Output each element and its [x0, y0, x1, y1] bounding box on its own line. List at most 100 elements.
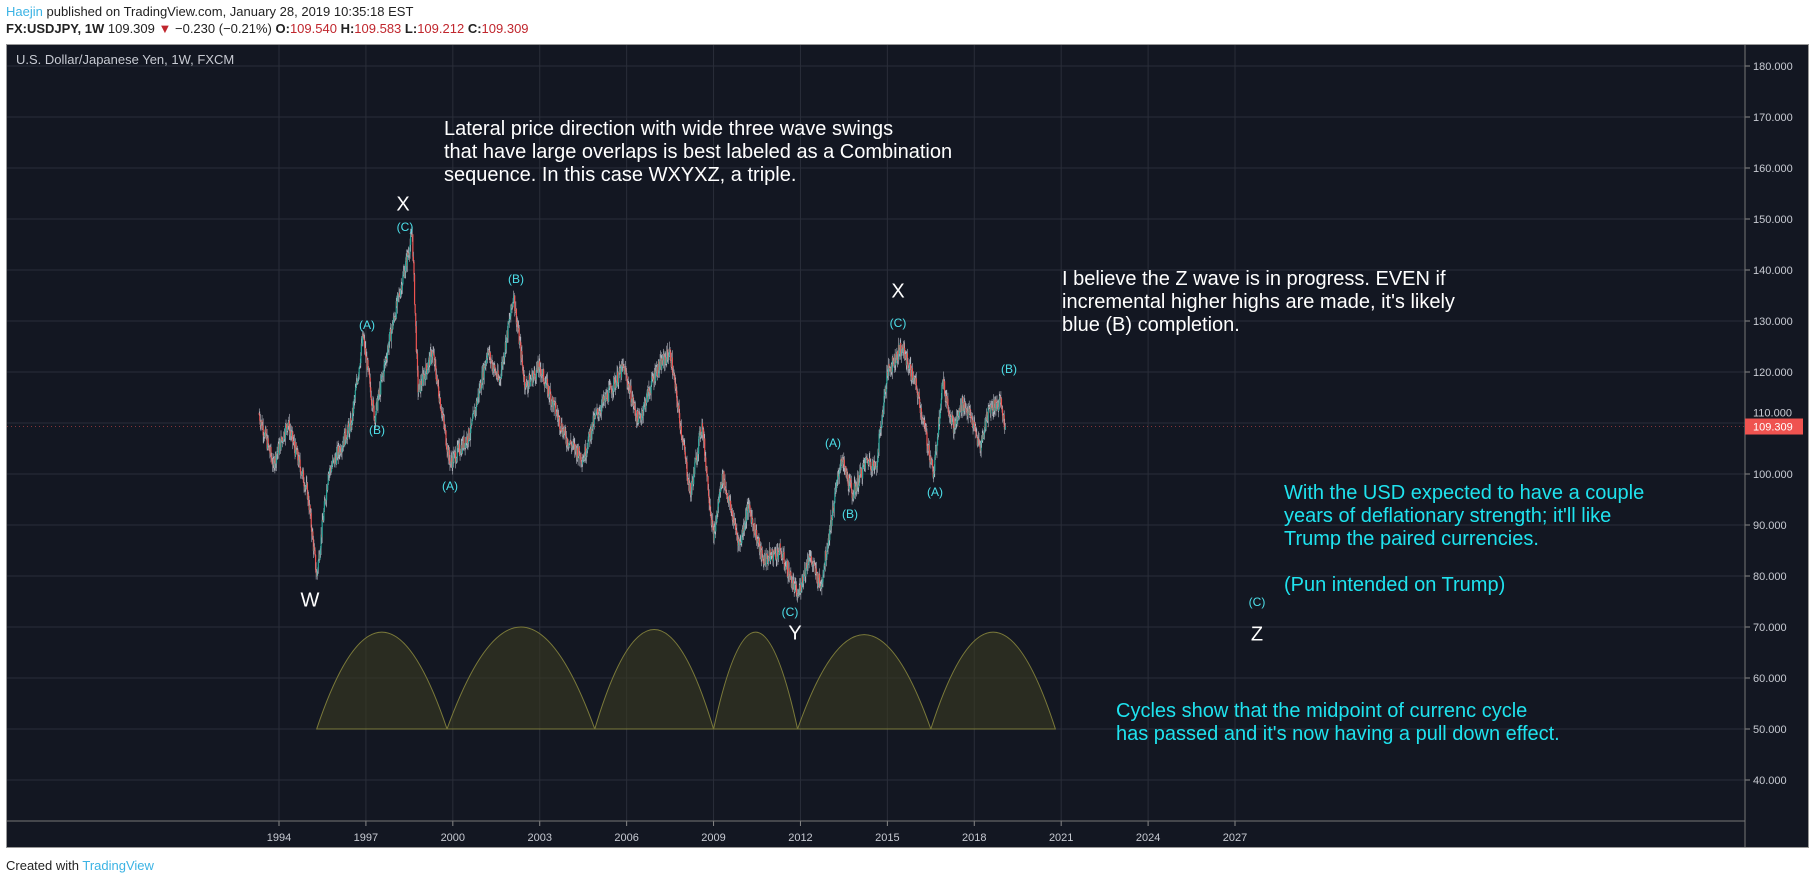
candle	[833, 502, 835, 512]
candle	[414, 304, 416, 314]
tradingview-logo[interactable]: TradingView	[82, 858, 154, 873]
candle	[396, 295, 398, 307]
candle	[425, 364, 427, 380]
candle	[860, 468, 863, 478]
candle	[821, 581, 824, 585]
candle	[386, 351, 389, 360]
candle	[293, 440, 296, 448]
y-tick-label: 150.000	[1753, 214, 1793, 226]
candle	[666, 349, 668, 364]
candle	[797, 593, 799, 597]
candle	[896, 351, 898, 361]
candle	[826, 548, 829, 551]
candle	[565, 433, 567, 439]
candle	[466, 436, 468, 444]
candle	[790, 571, 792, 577]
candle	[825, 551, 827, 561]
candle	[633, 405, 635, 407]
candle	[412, 234, 414, 257]
author-link[interactable]: Haejin	[6, 4, 43, 19]
candle	[960, 404, 962, 413]
candle	[744, 523, 746, 528]
subwave-label: (A)	[825, 436, 841, 450]
candle	[639, 414, 642, 419]
candle	[731, 510, 733, 512]
candle	[634, 408, 637, 416]
candle	[432, 351, 434, 353]
candle	[690, 487, 693, 496]
candle	[930, 456, 932, 464]
candle	[456, 445, 458, 458]
candle	[509, 316, 511, 320]
candle	[630, 385, 632, 403]
y-tick-label: 40.000	[1753, 775, 1787, 787]
candle	[526, 381, 528, 387]
cycle-arc	[712, 631, 799, 730]
candle	[606, 392, 609, 401]
candle	[858, 475, 860, 485]
x-tick-label: 2003	[527, 832, 551, 844]
candle	[780, 550, 782, 553]
candle	[329, 467, 331, 473]
candle	[339, 447, 341, 454]
candle	[994, 407, 996, 411]
candle	[962, 397, 964, 403]
candle	[941, 382, 944, 386]
symbol-info: FX:USDJPY, 1W 109.309 ▼ −0.230 (−0.21%) …	[6, 21, 529, 36]
created-with: Created with	[6, 858, 79, 873]
candle	[383, 364, 385, 377]
candle	[381, 375, 383, 380]
candle	[582, 458, 584, 462]
candle	[451, 457, 453, 462]
candle	[811, 560, 813, 566]
candle	[371, 400, 373, 407]
candle	[624, 367, 626, 374]
candle	[334, 455, 336, 464]
candle	[848, 478, 850, 490]
candle	[539, 360, 541, 367]
candle	[934, 457, 936, 471]
candle	[608, 385, 610, 389]
y-tick-label: 90.000	[1753, 520, 1787, 532]
candle	[709, 505, 711, 512]
candle	[433, 354, 435, 365]
candle	[819, 574, 821, 584]
candle	[728, 496, 731, 505]
candle	[377, 390, 380, 400]
candle	[420, 380, 422, 393]
candle	[270, 447, 272, 457]
candle	[503, 357, 505, 362]
candle	[564, 427, 566, 434]
candle	[974, 421, 976, 426]
candle	[500, 378, 502, 379]
candle	[658, 367, 661, 371]
candle	[413, 274, 416, 305]
candle	[314, 554, 317, 570]
candle	[394, 317, 396, 320]
candle	[651, 376, 653, 385]
candle	[737, 538, 740, 546]
candle	[349, 422, 351, 434]
candle	[841, 460, 843, 466]
candle	[926, 445, 929, 449]
candle	[495, 373, 498, 377]
candle	[618, 373, 620, 383]
candle	[599, 410, 601, 413]
candle	[921, 417, 923, 419]
candle	[916, 390, 919, 398]
candle	[404, 271, 406, 278]
y-tick-label: 140.000	[1753, 265, 1793, 277]
candle	[837, 474, 839, 476]
candle	[634, 403, 636, 409]
candle	[408, 253, 410, 256]
candle	[857, 475, 859, 488]
subwave-label: (A)	[359, 318, 375, 332]
candle	[459, 454, 461, 455]
candle	[509, 319, 511, 320]
candle	[669, 349, 671, 352]
candle	[936, 436, 939, 446]
candle	[975, 431, 977, 436]
candle	[730, 500, 732, 511]
candle	[953, 428, 955, 433]
